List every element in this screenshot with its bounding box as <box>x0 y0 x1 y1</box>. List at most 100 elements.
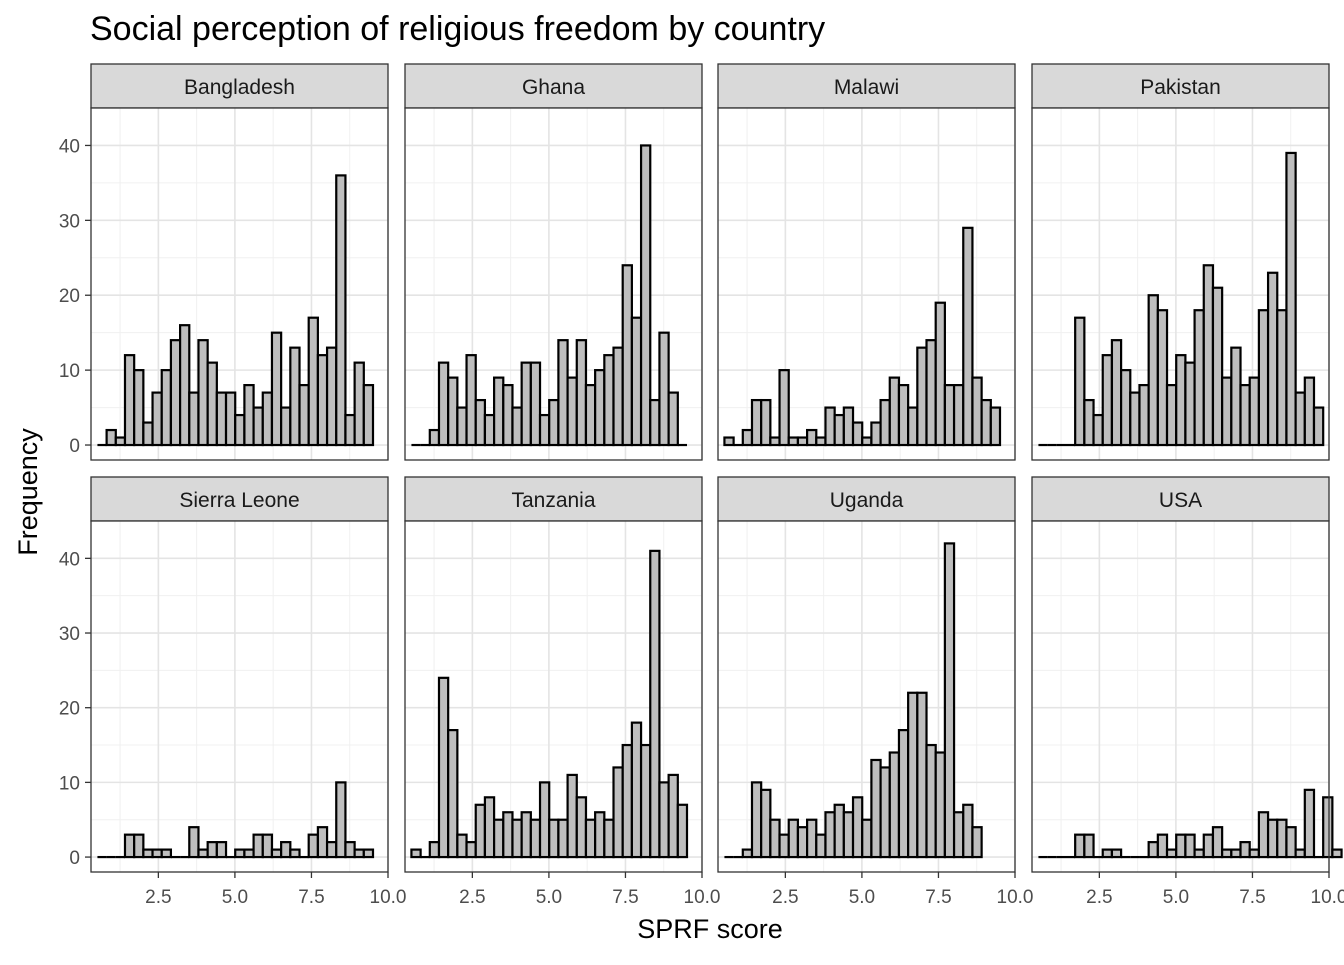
histogram-bar <box>861 818 873 859</box>
panel-border <box>404 107 703 461</box>
histogram-bar <box>741 428 754 447</box>
histogram-bar <box>483 413 496 447</box>
histogram-bar <box>428 841 441 859</box>
histogram-bar <box>437 361 450 447</box>
histogram-bar <box>428 428 441 447</box>
y-tick-label: 0 <box>69 436 80 457</box>
histogram-bar <box>888 376 901 447</box>
x-tick-label: 2.5 <box>1086 887 1112 908</box>
histogram-bar <box>243 848 255 859</box>
histogram-bar <box>1193 309 1205 447</box>
y-tick-label: 20 <box>59 699 80 720</box>
histogram-bar <box>511 406 523 447</box>
histogram-bar <box>160 848 173 859</box>
histogram-bar <box>557 339 569 447</box>
histogram-bar <box>179 324 191 447</box>
histogram-bar <box>316 354 329 447</box>
histogram-bar <box>851 796 864 859</box>
histogram-bar <box>1303 376 1316 447</box>
histogram-bar <box>952 384 965 447</box>
histogram-bar <box>325 841 338 859</box>
histogram-bar <box>1221 848 1233 859</box>
histogram-bar <box>215 841 228 859</box>
y-axis-title: Frequency <box>13 428 43 556</box>
x-tick-label: 10.0 <box>370 887 407 908</box>
histogram-bar <box>676 803 689 859</box>
histogram-bar <box>502 384 514 447</box>
histogram-bar <box>206 841 218 859</box>
histogram-bar <box>584 818 597 859</box>
histogram-bar <box>658 331 670 447</box>
histogram-bar <box>842 811 855 859</box>
histogram-bar <box>538 413 551 447</box>
histogram-bar <box>529 361 542 447</box>
histogram-bar <box>1184 833 1196 859</box>
histogram-bar <box>971 376 983 447</box>
histogram-bar <box>778 833 790 859</box>
facet-panel: Sierra Leone 0 10 20 30 40 2.5 5.0 7.5 10.0 <box>59 476 407 908</box>
histogram-bar <box>1083 398 1095 447</box>
facet-strip <box>717 63 1016 109</box>
histogram-bar <box>962 803 974 859</box>
histogram-bar <box>575 796 588 859</box>
histogram-bar <box>142 421 154 447</box>
histogram-bar <box>815 833 827 859</box>
facet-strip-label: Ghana <box>522 76 585 99</box>
histogram-bar <box>1266 818 1279 859</box>
facet-panel: Malawi <box>717 63 1016 461</box>
histogram-bar <box>621 264 633 447</box>
facet-panel: Tanzania 2.5 5.0 7.5 10.0 <box>404 476 720 908</box>
histogram-bar <box>824 406 836 447</box>
y-tick-label: 30 <box>59 624 80 645</box>
histogram-bar <box>335 781 347 859</box>
histogram-bar <box>1110 848 1123 859</box>
histogram-bar <box>261 391 274 447</box>
facet-panels: Bangladesh 0 10 20 30 40 Ghana Malawi Pakistan Si… <box>59 63 1344 908</box>
histogram-bar <box>114 436 127 447</box>
histogram-bar <box>870 758 882 859</box>
histogram-bar <box>243 384 255 447</box>
histogram-bar <box>1322 796 1334 859</box>
histogram-bar <box>307 316 319 447</box>
facet-strip-label: Tanzania <box>511 489 595 512</box>
histogram-bar <box>1101 354 1114 447</box>
facet-panel: USA 2.5 5.0 7.5 10.0 <box>1031 476 1344 908</box>
y-tick-label: 0 <box>69 848 80 869</box>
histogram-bar <box>456 406 468 447</box>
facet-strip <box>717 476 1016 522</box>
y-tick-label: 20 <box>59 286 80 307</box>
histogram-bar <box>548 398 560 447</box>
histogram-bar <box>133 833 145 859</box>
facet-strip-label: Bangladesh <box>184 76 295 99</box>
histogram-bar <box>630 316 643 447</box>
histogram-bar <box>842 406 855 447</box>
histogram-bar <box>1175 354 1187 447</box>
histogram-bar <box>1129 391 1141 447</box>
histogram-bar <box>1239 841 1251 859</box>
histogram-bar <box>971 826 983 859</box>
histogram-bar <box>1221 376 1233 447</box>
histogram-bar <box>252 406 264 447</box>
facet-panel: Pakistan <box>1031 63 1330 461</box>
facet-panel: Ghana <box>404 63 703 461</box>
histogram-bar <box>612 346 624 447</box>
histogram-bar <box>769 436 781 447</box>
histogram-bar <box>1248 848 1260 859</box>
histogram-bar <box>188 826 200 859</box>
histogram-bar <box>1202 833 1215 859</box>
x-tick-label: 7.5 <box>298 887 324 908</box>
histogram-bar <box>1175 833 1187 859</box>
histogram-bar <box>538 781 551 859</box>
histogram-bar <box>548 818 560 859</box>
histogram-bar <box>760 788 772 859</box>
histogram-bar <box>502 811 514 859</box>
panel-border <box>717 520 1016 873</box>
histogram-bar <box>344 841 356 859</box>
histogram-bar <box>353 848 365 859</box>
histogram-bar <box>1074 833 1086 859</box>
histogram-bar <box>1110 339 1123 447</box>
histogram-bar <box>879 398 891 447</box>
histogram-bar <box>962 226 974 447</box>
histogram-bar <box>1266 271 1279 447</box>
